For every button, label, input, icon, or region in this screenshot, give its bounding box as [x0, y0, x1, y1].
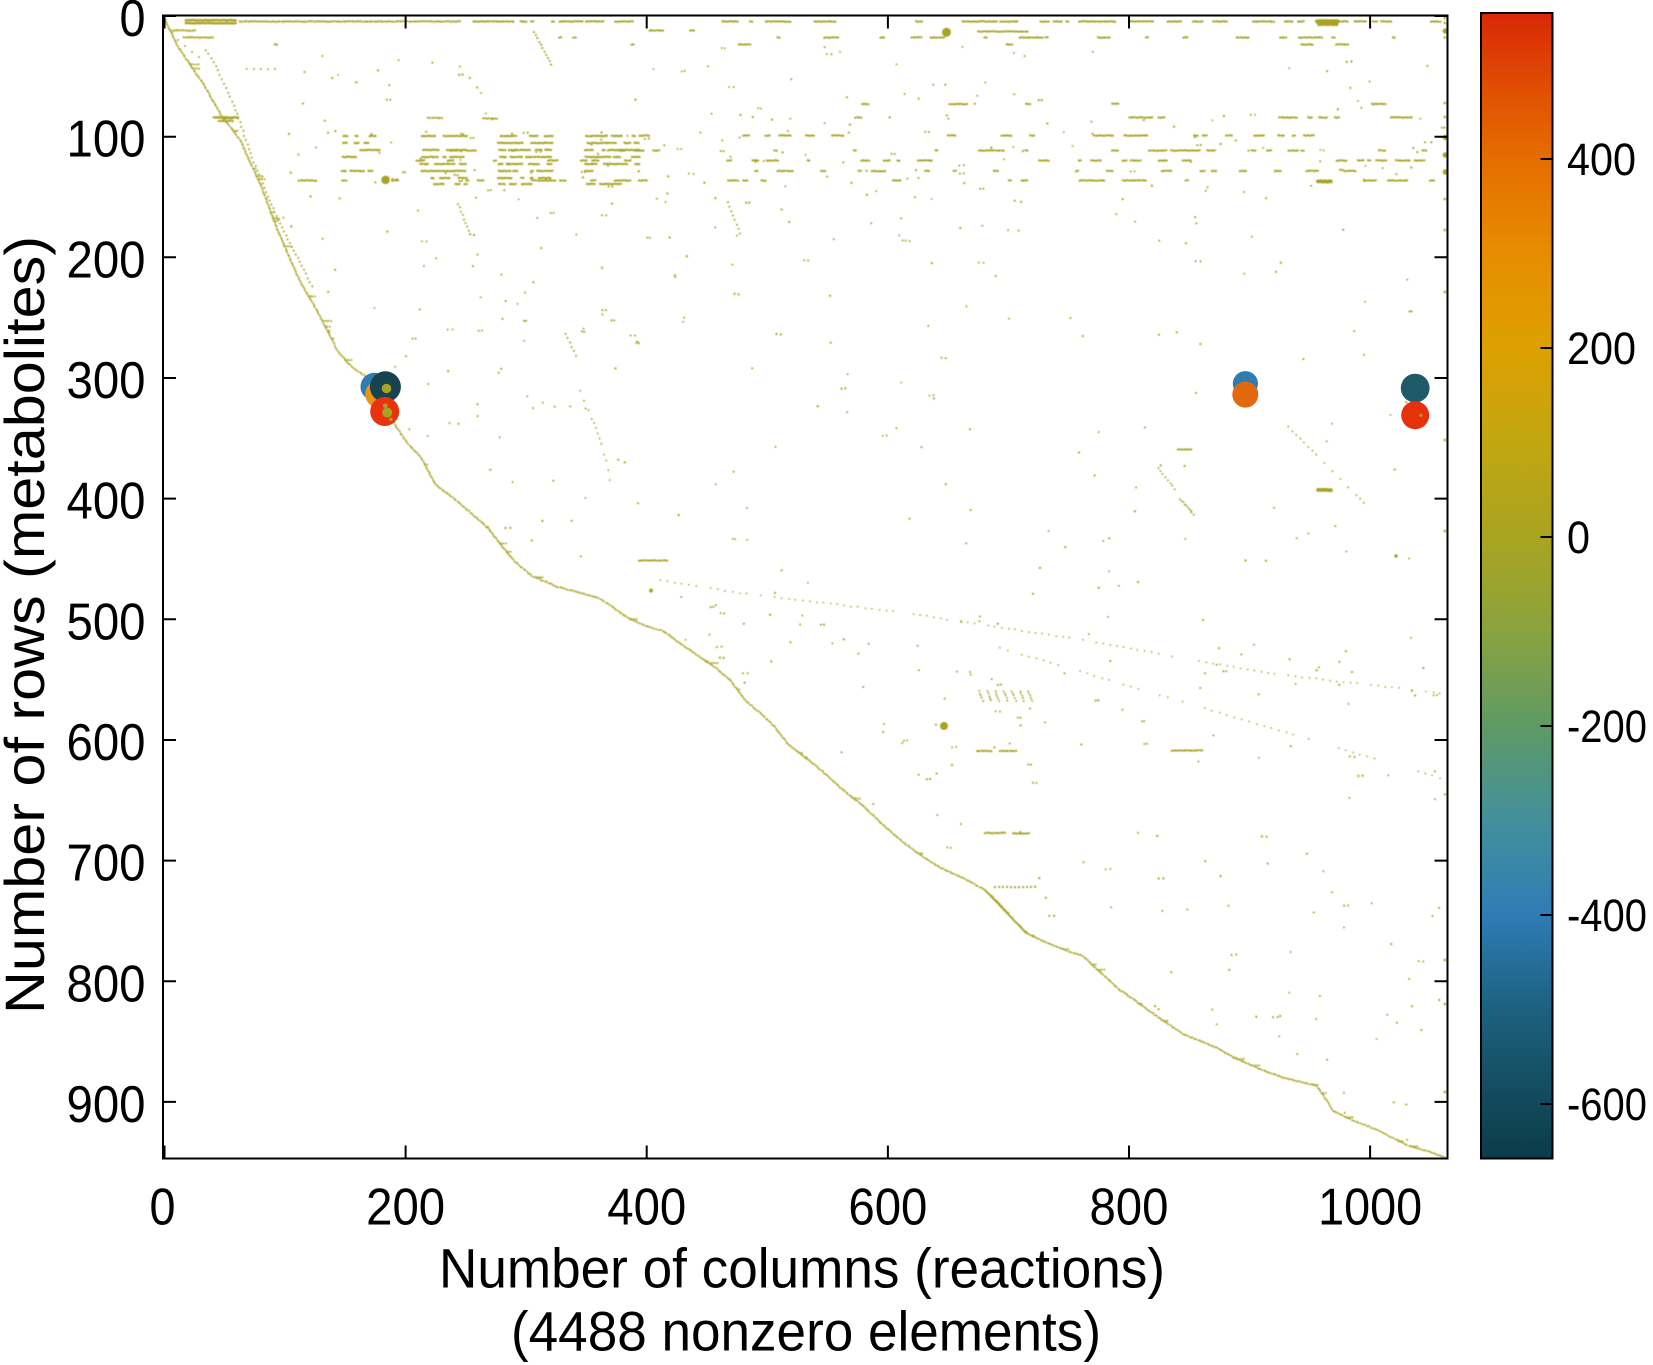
svg-text:800: 800: [1089, 1179, 1168, 1237]
svg-text:Number of rows (metabolites): Number of rows (metabolites): [0, 236, 56, 1014]
svg-text:600: 600: [848, 1179, 927, 1237]
svg-text:600: 600: [67, 714, 146, 772]
svg-text:Number of columns (reactions): Number of columns (reactions): [439, 1237, 1165, 1300]
svg-text:900: 900: [67, 1076, 146, 1134]
svg-text:-600: -600: [1567, 1079, 1647, 1130]
svg-text:200: 200: [67, 231, 146, 289]
svg-text:(4488 nonzero elements): (4488 nonzero elements): [511, 1300, 1101, 1363]
svg-text:400: 400: [1567, 134, 1636, 185]
svg-text:500: 500: [67, 593, 146, 651]
svg-text:700: 700: [67, 835, 146, 893]
svg-text:300: 300: [67, 352, 146, 410]
svg-text:0: 0: [1567, 512, 1590, 563]
svg-text:100: 100: [67, 111, 146, 169]
svg-text:400: 400: [607, 1179, 686, 1237]
svg-text:200: 200: [366, 1179, 445, 1237]
svg-text:-400: -400: [1567, 890, 1647, 941]
svg-text:200: 200: [1567, 323, 1636, 374]
svg-text:1000: 1000: [1318, 1179, 1422, 1237]
svg-text:0: 0: [120, 0, 146, 48]
svg-text:0: 0: [150, 1179, 176, 1237]
svg-text:-200: -200: [1567, 701, 1647, 752]
svg-text:400: 400: [67, 473, 146, 531]
svg-text:800: 800: [67, 955, 146, 1013]
